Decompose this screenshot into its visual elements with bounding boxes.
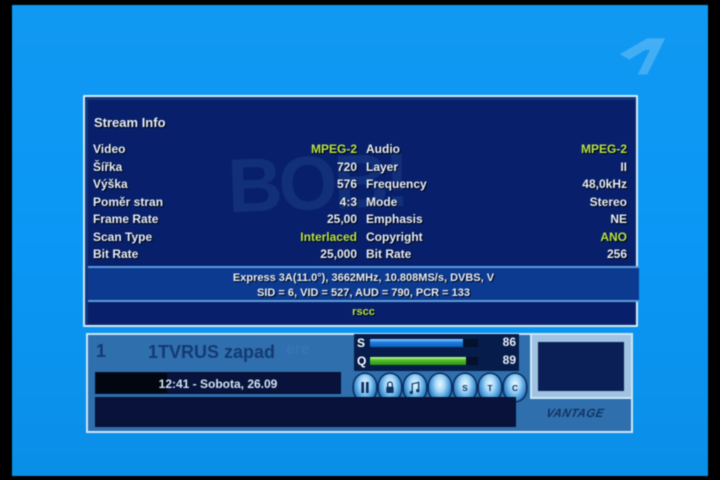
svg-text:T: T: [487, 384, 492, 393]
svg-text:C: C: [512, 384, 518, 393]
svg-text:S: S: [462, 384, 468, 393]
